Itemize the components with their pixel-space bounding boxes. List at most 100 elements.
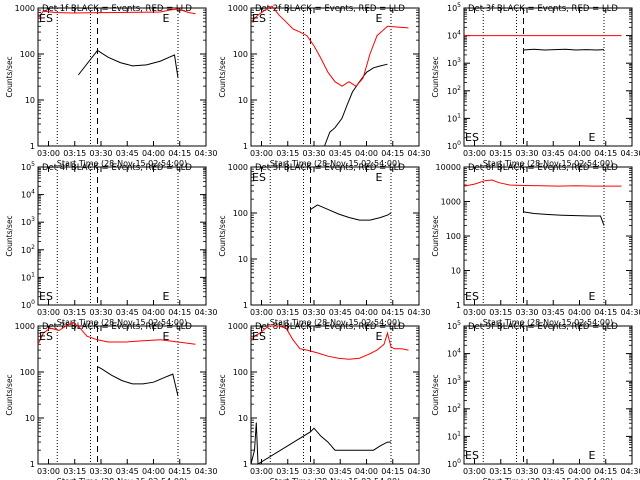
x-tick-label: 04:30 — [407, 149, 430, 158]
series-line-lld — [37, 8, 196, 19]
series-line-events — [523, 48, 605, 51]
y-tick-label: 1 — [456, 301, 461, 310]
marker-label-es: ES — [39, 290, 53, 303]
y-tick-label: 100 — [20, 368, 35, 377]
chart-title: Det 5f BLACK = Events, RED = LLD — [255, 163, 405, 173]
x-tick-label: 03:45 — [542, 149, 565, 158]
y-tick-label: 102 — [447, 403, 461, 414]
x-tick-label: 03:00 — [37, 149, 60, 158]
x-axis-title: Start Time (28-Nov-15 02:54:00) — [57, 318, 187, 327]
x-tick-label: 04:15 — [594, 308, 617, 317]
y-axis-title: Counts/sec — [5, 56, 14, 97]
chart-panel-2: Det 2f BLACK = Events, RED = LLD 1 10 100 10… — [218, 4, 431, 168]
marker-label-e: E — [376, 330, 383, 343]
plot-frame — [37, 7, 207, 147]
y-tick-label: 100 — [20, 50, 35, 59]
series-line-lld — [463, 179, 622, 187]
x-tick-label: 03:45 — [542, 308, 565, 317]
y-tick-label: 10 — [238, 414, 248, 423]
x-tick-label: 04:30 — [620, 467, 640, 476]
x-tick-label: 04:30 — [194, 149, 217, 158]
chart-panel-3: Det 3f BLACK = Events, RED = LLD 100 101 10… — [431, 2, 640, 168]
x-tick-label: 04:00 — [355, 467, 378, 476]
y-tick-label: 100 — [21, 299, 35, 310]
chart-title: Det 2f BLACK = Events, RED = LLD — [255, 4, 405, 14]
y-axis-title: Counts/sec — [431, 374, 440, 415]
y-axis-title: Counts/sec — [431, 56, 440, 97]
x-tick-label: 03:15 — [489, 308, 512, 317]
y-tick-label: 10 — [238, 255, 248, 264]
x-tick-label: 03:45 — [329, 467, 352, 476]
series-line-events — [523, 211, 605, 226]
x-tick-label: 04:15 — [381, 467, 404, 476]
marker-label-e: E — [163, 290, 170, 303]
x-tick-label: 03:45 — [542, 467, 565, 476]
y-axis-title: Counts/sec — [218, 374, 227, 415]
y-tick-label: 105 — [21, 161, 35, 172]
y-tick-label: 105 — [447, 2, 461, 13]
x-tick-label: 03:00 — [250, 308, 273, 317]
y-tick-label: 101 — [447, 430, 461, 441]
marker-label-es: ES — [39, 12, 53, 25]
x-tick-label: 04:15 — [594, 149, 617, 158]
x-tick-label: 03:30 — [89, 467, 112, 476]
x-tick-label: 04:00 — [142, 467, 165, 476]
x-axis-title: Start Time (28-Nov-15 02:54:00) — [270, 159, 400, 168]
chart-panel-6: Det 6f BLACK = Events, RED = LLD 1 10 100 10… — [431, 163, 640, 327]
x-tick-label: 03:00 — [463, 467, 486, 476]
marker-label-e: E — [589, 131, 596, 144]
x-axis-title: Start Time (28-Nov-15 02:54:00) — [57, 159, 187, 168]
y-tick-label: 1000 — [441, 198, 461, 207]
y-tick-label: 10000 — [436, 163, 461, 172]
marker-label-es: ES — [465, 449, 479, 462]
x-axis-title: Start Time (28-Nov-15 02:54:00) — [483, 318, 613, 327]
x-tick-label: 04:00 — [568, 308, 591, 317]
chart-title: Det 9f BLACK = Events, RED = LLD — [468, 322, 618, 332]
x-tick-label: 03:30 — [515, 467, 538, 476]
plot-frame — [463, 166, 633, 306]
y-tick-label: 100 — [233, 209, 248, 218]
x-tick-label: 03:00 — [37, 308, 60, 317]
x-tick-label: 03:45 — [329, 149, 352, 158]
y-tick-label: 103 — [21, 216, 35, 227]
chart-panel-8: Det 8f BLACK = Events, RED = LLD 1 10 100 10… — [218, 322, 431, 480]
chart-panel-9: Det 9f BLACK = Events, RED = LLD 100 101 10… — [431, 320, 640, 480]
x-tick-label: 03:00 — [37, 467, 60, 476]
y-tick-label: 1000 — [15, 4, 35, 13]
y-tick-label: 1 — [30, 142, 35, 151]
x-tick-label: 04:30 — [194, 308, 217, 317]
y-axis-title: Counts/sec — [5, 374, 14, 415]
plot-frame — [37, 325, 207, 465]
x-tick-label: 03:15 — [276, 467, 299, 476]
y-axis-title: Counts/sec — [5, 215, 14, 256]
x-tick-label: 03:00 — [463, 308, 486, 317]
x-axis-title: Start Time (28-Nov-15 02:54:00) — [483, 477, 613, 480]
x-tick-label: 04:00 — [355, 149, 378, 158]
plot-frame — [37, 166, 207, 306]
series-line-events — [77, 49, 179, 79]
x-tick-label: 04:15 — [381, 149, 404, 158]
y-tick-label: 100 — [447, 458, 461, 469]
marker-label-e: E — [589, 290, 596, 303]
series-line-events — [250, 422, 391, 465]
y-axis-title: Counts/sec — [218, 56, 227, 97]
chart-title: Det 8f BLACK = Events, RED = LLD — [255, 322, 405, 332]
x-tick-label: 03:30 — [515, 308, 538, 317]
x-tick-label: 03:30 — [89, 149, 112, 158]
x-axis-title: Start Time (28-Nov-15 02:54:00) — [57, 477, 187, 480]
y-tick-label: 10 — [25, 96, 35, 105]
chart-title: Det 7f BLACK = Events, RED = LLD — [42, 322, 192, 332]
x-tick-label: 04:30 — [407, 467, 430, 476]
x-tick-label: 03:00 — [250, 467, 273, 476]
marker-label-e: E — [376, 12, 383, 25]
x-tick-label: 03:15 — [276, 149, 299, 158]
chart-title: Det 6f BLACK = Events, RED = LLD — [468, 163, 618, 173]
x-tick-label: 04:15 — [168, 149, 191, 158]
plot-frame — [463, 325, 633, 465]
plot-frame — [250, 166, 420, 306]
y-tick-label: 10 — [238, 96, 248, 105]
plot-frame — [250, 325, 420, 465]
y-tick-label: 102 — [447, 85, 461, 96]
chart-title: Det 4f BLACK = Events, RED = LLD — [42, 163, 192, 173]
